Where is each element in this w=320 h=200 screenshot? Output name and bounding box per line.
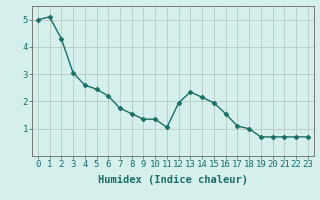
X-axis label: Humidex (Indice chaleur): Humidex (Indice chaleur) xyxy=(98,175,248,185)
